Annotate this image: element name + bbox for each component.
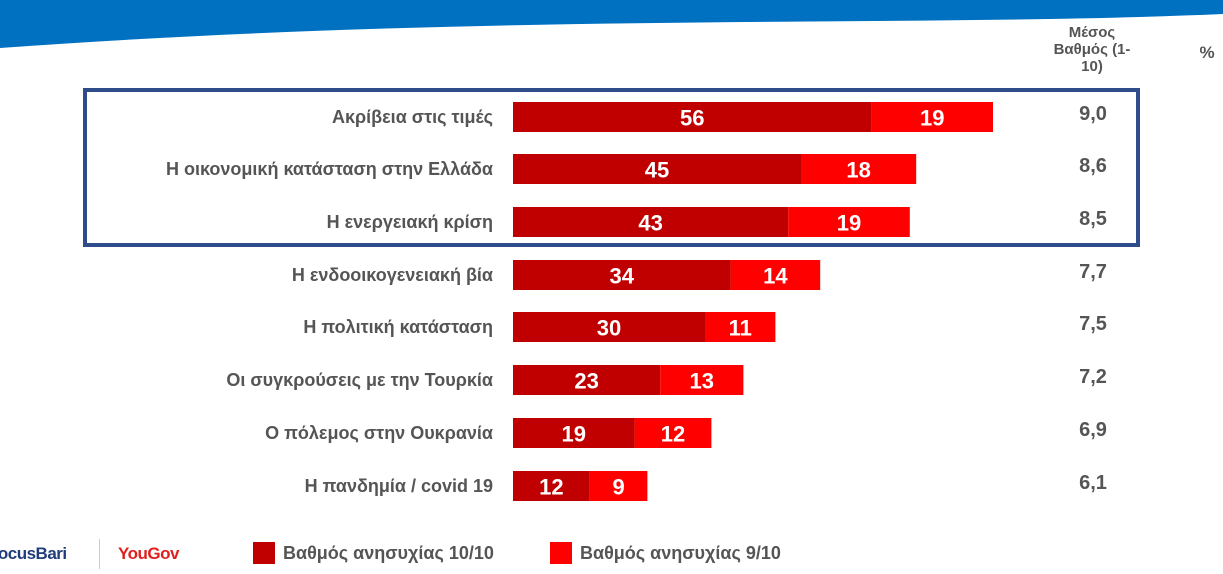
bar-value-label: 12 [539,475,563,500]
bar-segment-10 [513,102,872,132]
category-label: Η ενεργειακή κρίση [327,212,493,232]
bar-value-label: 19 [562,422,586,447]
bar-segment-10 [513,260,731,290]
bar-segment-10 [513,207,789,237]
avg-score-value: 6,1 [1079,472,1107,494]
legend-swatch-10 [253,542,275,564]
legend-item-9: Βαθμός ανησυχίας 9/10 [550,542,781,564]
category-label: Ο πόλεμος στην Ουκρανία [265,423,493,443]
category-label: Η πολιτική κατάσταση [303,317,493,337]
logo-divider [99,539,100,569]
bar-segment-9 [705,312,776,342]
legend-item-10: Βαθμός ανησυχίας 10/10 [253,542,494,564]
avg-score-value: 8,6 [1079,155,1107,177]
avg-score-value: 9,0 [1079,103,1107,125]
bar-value-label: 45 [645,158,669,183]
bar-value-label: 19 [837,211,861,236]
category-label: Οι συγκρούσεις με την Τουρκία [226,370,493,390]
yougov-logo: YouGov [118,544,179,563]
avg-score-value: 7,7 [1079,261,1107,283]
bar-segment-9 [801,154,917,184]
avg-score-header: Μέσος Βαθμός (1-10) [1052,24,1132,75]
bar-segment-9 [871,102,993,132]
category-label: Η οικονομική κατάσταση στην Ελλάδα [166,159,493,179]
bar-value-label: 43 [638,211,662,236]
bar-segment-10 [513,154,801,184]
bar-value-label: 14 [763,264,788,289]
bar-segment-9 [634,418,712,448]
bar-segment-9 [788,207,910,237]
legend-label-9: Βαθμός ανησυχίας 9/10 [580,542,781,563]
bar-value-label: 13 [690,369,714,394]
avg-score-header-text: Μέσος Βαθμός (1-10) [1053,24,1131,75]
bar-value-label: 34 [610,264,635,289]
bar-value-label: 9 [612,475,624,500]
bar-segment-10 [513,471,590,501]
category-label: Η ενδοοικογενειακή βία [292,265,493,285]
avg-score-value: 6,9 [1079,419,1107,441]
header-band [0,0,1223,48]
avg-score-value: 7,5 [1079,313,1107,335]
bar-segment-9 [660,365,744,395]
bar-segment-10 [513,365,661,395]
bar-segment-10 [513,312,705,342]
bar-segment-10 [513,418,635,448]
bar-segment-9 [730,260,821,290]
percent-header: % [1199,43,1215,62]
avg-score-value: 8,5 [1079,208,1107,230]
highlight-box [83,88,1140,247]
bar-value-label: 19 [920,106,944,131]
avg-score-value: 7,2 [1079,366,1107,388]
bar-value-label: 23 [574,369,598,394]
bar-segment-9 [589,471,648,501]
bar-value-label: 18 [846,158,870,183]
bar-value-label: 11 [729,316,752,341]
category-label: Η πανδημία / covid 19 [305,476,493,496]
bar-value-label: 56 [680,106,704,131]
focusbari-logo: FocusBari [0,544,67,563]
legend-label-10: Βαθμός ανησυχίας 10/10 [283,542,494,563]
bar-value-label: 30 [597,316,621,341]
bar-value-label: 12 [661,422,685,447]
category-label: Ακρίβεια στις τιμές [332,107,493,127]
legend-swatch-9 [550,542,572,564]
